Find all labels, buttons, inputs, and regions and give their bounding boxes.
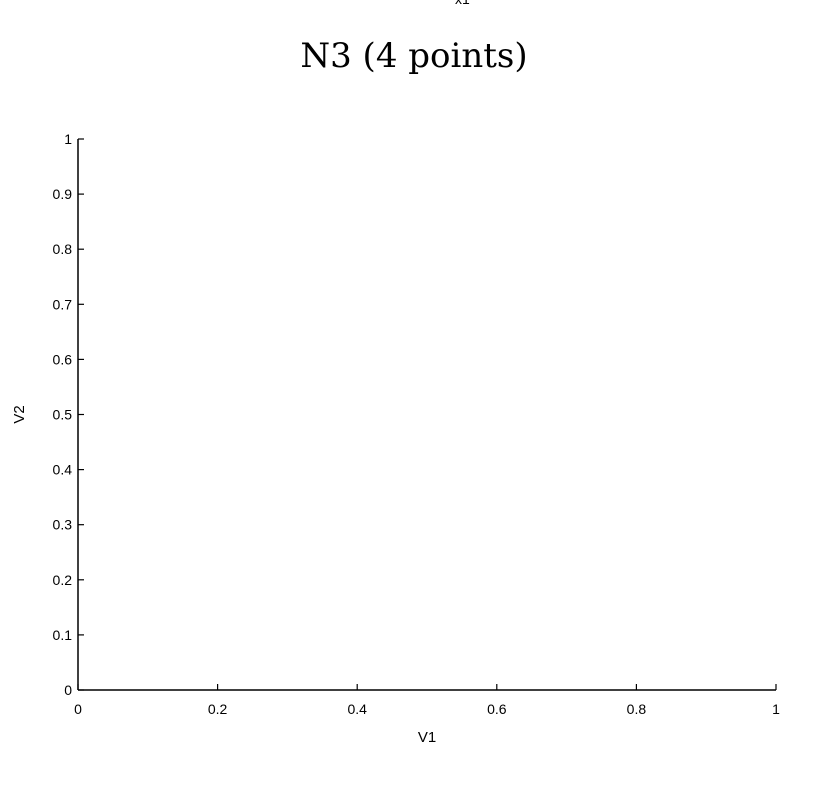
y-tick-label: 1	[64, 131, 72, 147]
axes-group	[77, 139, 776, 691]
x-tick-label: 1	[772, 701, 780, 717]
clipped-top-label: x1	[455, 0, 470, 7]
chart-title: N3 (4 points)	[300, 36, 528, 76]
y-tick-label: 0.5	[53, 407, 73, 423]
y-tick-label: 0.8	[53, 241, 73, 257]
y-tick-label: 0.2	[53, 572, 73, 588]
y-tick-label: 0.3	[53, 517, 73, 533]
x-tick-label: 0	[74, 701, 82, 717]
y-tick-label: 0.9	[53, 186, 73, 202]
y-tick-label: 0.7	[53, 296, 73, 312]
y-tick-label: 0.1	[53, 627, 73, 643]
x-tick-label: 0.4	[347, 701, 367, 717]
x-tick-label: 0.6	[487, 701, 507, 717]
y-ticks-group: 0 0.1 0.2 0.3 0.4 0.5 0.6 0.7 0.8 0.9 1	[53, 131, 84, 698]
y-tick-label: 0.6	[53, 351, 73, 367]
y-axis-label: V2	[11, 405, 28, 423]
y-tick-label: 0.4	[53, 462, 73, 478]
x-tick-label: 0.2	[208, 701, 228, 717]
x-tick-label: 0.8	[627, 701, 647, 717]
x-axis-label: V1	[418, 729, 436, 746]
y-tick-label: 0	[64, 682, 72, 698]
x-ticks-group: 0 0.2 0.4 0.6 0.8 1	[74, 684, 780, 717]
